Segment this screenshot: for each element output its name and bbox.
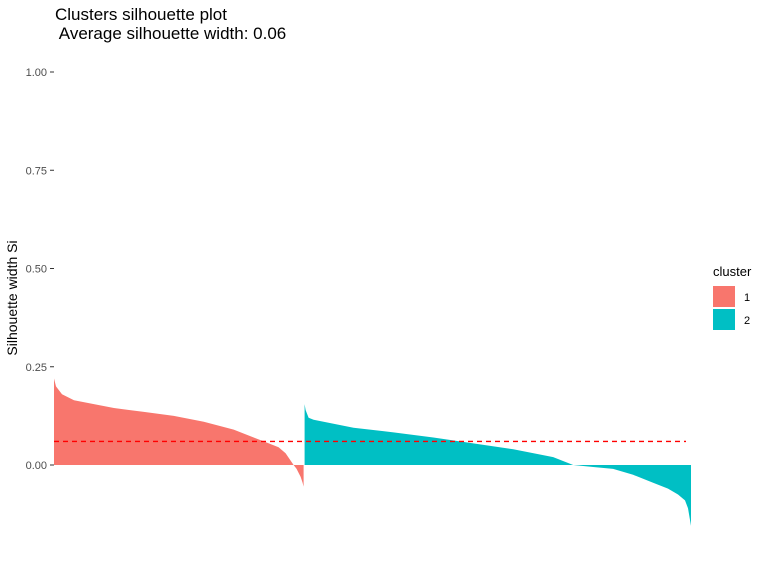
y-tick-label: 0.25 [26, 362, 47, 374]
y-tick-label: 1.00 [26, 67, 47, 79]
silhouette-areas [54, 378, 691, 526]
cluster-1-silhouette [54, 378, 304, 487]
cluster-2-silhouette [304, 404, 691, 526]
y-tick-label: 0.50 [26, 264, 47, 276]
legend: cluster 1 2 [713, 264, 752, 330]
y-axis-title: Silhouette width Si [4, 240, 20, 355]
legend-swatch-1 [713, 286, 735, 307]
legend-swatch-2 [713, 309, 735, 330]
chart-title: Clusters silhouette plot [55, 5, 227, 24]
y-tick-label: 0.75 [26, 165, 47, 177]
legend-label-2: 2 [744, 315, 750, 327]
legend-title: cluster [713, 264, 752, 279]
y-tick-label: 0.00 [26, 460, 47, 472]
y-axis: 0.00 0.25 0.50 0.75 1.00 [26, 67, 54, 472]
chart-subtitle: Average silhouette width: 0.06 [55, 24, 286, 43]
legend-label-1: 1 [744, 292, 750, 304]
